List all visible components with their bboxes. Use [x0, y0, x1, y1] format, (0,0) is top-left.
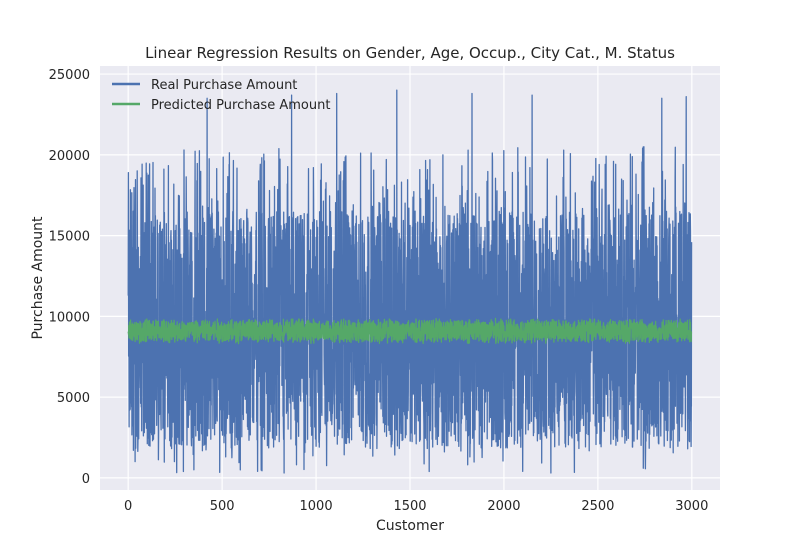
x-tick-label: 3000	[675, 499, 708, 514]
y-tick-label: 20000	[49, 149, 90, 164]
x-tick-label: 500	[210, 499, 235, 514]
series-layer	[127, 89, 693, 474]
legend-label-real: Real Purchase Amount	[151, 78, 297, 93]
x-tick-label: 2000	[487, 499, 520, 514]
x-tick-label: 1000	[300, 499, 333, 514]
x-tick-label: 2500	[581, 499, 614, 514]
y-tick-label: 5000	[57, 391, 90, 406]
y-tick-label: 15000	[49, 230, 90, 245]
chart-title: Linear Regression Results on Gender, Age…	[145, 44, 675, 62]
series-line-predicted-purchase	[127, 317, 693, 345]
legend: Real Purchase Amount Predicted Purchase …	[112, 78, 330, 113]
legend-label-predicted: Predicted Purchase Amount	[151, 98, 330, 113]
x-tick-label: 0	[124, 499, 132, 514]
x-tick-label: 1500	[393, 499, 426, 514]
y-tick-label: 0	[82, 472, 90, 487]
y-tick-label: 25000	[49, 68, 90, 83]
y-axis-label: Purchase Amount	[30, 216, 46, 340]
series-line-real-purchase	[127, 89, 693, 474]
y-tick-label: 10000	[49, 310, 90, 325]
axis-ticks: 0 500 1000 1500 2000 2500 3000 0 5000 10000 15000 2…	[49, 68, 709, 514]
x-axis-label: Customer	[376, 518, 444, 534]
